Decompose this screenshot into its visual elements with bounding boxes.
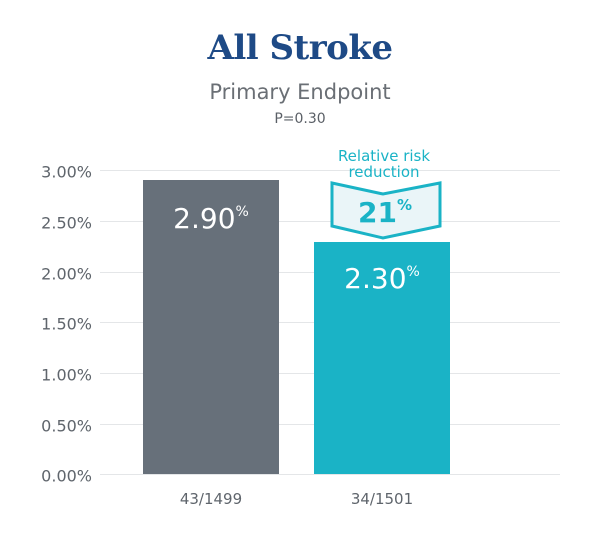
gridline-2-50 <box>100 221 560 222</box>
y-tick-label: 2.50% <box>41 213 92 233</box>
y-tick-label: 0.00% <box>41 466 92 486</box>
y-tick-label: 0.50% <box>41 416 92 436</box>
y-tick-label: 1.00% <box>41 365 92 385</box>
chart-title: All Stroke <box>207 28 393 68</box>
chart-subtitle: Primary Endpoint <box>209 80 391 104</box>
bar-value-label: 2.90% <box>173 202 249 235</box>
bar-treatment: 2.30% <box>314 242 450 474</box>
x-label-control: 43/1499 <box>179 490 243 508</box>
rrr-label: Relative risk reduction <box>337 147 431 181</box>
p-value: P=0.30 <box>274 111 326 127</box>
bar-value-label: 2.30% <box>344 262 420 295</box>
gridline-0-00 <box>100 474 560 475</box>
rrr-value: 21% <box>358 196 412 229</box>
chevron-badge-icon <box>330 181 442 240</box>
x-label-treatment: 34/1501 <box>350 490 414 508</box>
bar-control: 2.90% <box>143 180 279 474</box>
y-tick-label: 2.00% <box>41 264 92 284</box>
gridline-3-00 <box>100 170 560 171</box>
y-tick-label: 1.50% <box>41 314 92 334</box>
y-tick-label: 3.00% <box>41 162 92 182</box>
